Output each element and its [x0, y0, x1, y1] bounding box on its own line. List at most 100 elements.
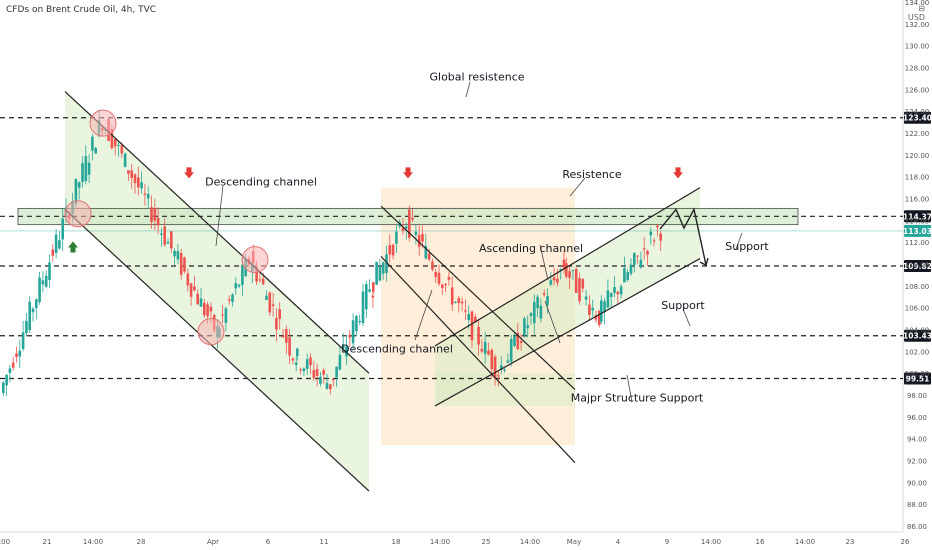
annotation-leader-6	[414, 289, 433, 341]
y-tick-label-15: 116.00	[905, 196, 930, 204]
candle-body	[358, 320, 361, 323]
candle-body	[31, 308, 35, 313]
candle-body	[506, 360, 510, 363]
candle-body	[434, 272, 437, 277]
channel-3-upper-line	[434, 187, 701, 347]
candle-body	[516, 333, 520, 350]
chart-title: CFDs on Brent Crude Oil, 4h, TVC	[6, 5, 157, 15]
level-label-0: 123.40	[903, 114, 932, 123]
candle-body	[166, 241, 170, 244]
annotation-label-2: Resistence	[562, 168, 622, 181]
candle-body	[441, 284, 444, 288]
annotation-label-4: Support	[725, 240, 769, 253]
candle-body	[417, 235, 421, 247]
candle-body	[113, 138, 117, 147]
candle-body	[94, 147, 97, 154]
candle-body	[2, 382, 5, 394]
candle-body	[199, 298, 203, 307]
candle-body	[513, 335, 516, 346]
candle-body	[519, 341, 523, 343]
candle-body	[606, 290, 610, 308]
currency-code: USD	[907, 13, 925, 22]
projection-path	[659, 207, 707, 266]
candle-body	[120, 145, 124, 154]
candle-body	[483, 341, 487, 354]
candle-body	[552, 277, 556, 281]
candle-body	[629, 264, 633, 274]
x-tick-label-2: 14:00	[83, 538, 103, 546]
candle-body	[578, 278, 581, 302]
annotation-leader-1	[215, 185, 224, 247]
candle-body	[325, 382, 329, 389]
candle-body	[302, 368, 306, 372]
y-tick-label-7: 100.00	[905, 370, 930, 378]
y-tick-label-13: 112.00	[905, 239, 930, 247]
annotation-label-6: Descending channel	[341, 342, 453, 355]
candle-body	[288, 337, 291, 356]
candle-body	[372, 282, 375, 292]
candle-body	[127, 170, 130, 174]
x-tick-label-15: 16	[756, 538, 765, 546]
channel-1-lower-line	[64, 208, 370, 492]
candle-body	[309, 357, 312, 366]
candle-body	[18, 350, 22, 357]
candle-body	[639, 259, 643, 268]
candle-body	[291, 358, 295, 361]
candle-body	[179, 252, 183, 275]
annotation-label-3: Ascending channel	[479, 242, 583, 255]
candle-body	[163, 226, 166, 245]
candle-body	[278, 309, 281, 319]
y-tick-label-4: 94.00	[907, 436, 927, 444]
level-tag-4	[904, 372, 931, 385]
annotation-leader-2	[569, 177, 586, 197]
candle-body	[594, 315, 598, 320]
candle-body	[203, 302, 206, 316]
y-tick-label-20: 126.00	[905, 86, 930, 94]
channel-3-lower-line	[434, 258, 701, 407]
candle-body	[598, 310, 601, 325]
candle-body	[341, 344, 345, 349]
candle-body	[652, 240, 656, 242]
candle-body	[335, 366, 338, 378]
candle-body	[186, 273, 190, 286]
candle-body	[388, 245, 392, 255]
candle-body	[296, 348, 299, 357]
y-tick-label-2: 90.00	[907, 479, 927, 487]
candle-body	[636, 255, 639, 257]
highlight-circle-2	[241, 246, 269, 274]
candle-body	[299, 369, 302, 371]
candle-body	[227, 299, 231, 301]
level-tag-2	[904, 259, 931, 272]
candle-body	[176, 251, 180, 260]
candle-body	[467, 314, 470, 321]
annotation-label-0: Global resistence	[429, 71, 524, 84]
candle-body	[361, 291, 365, 324]
x-tick-label-5: 6	[266, 538, 271, 546]
candle-body	[11, 362, 15, 368]
candle-body	[237, 284, 241, 287]
last-price-tag	[904, 224, 931, 237]
candle-body	[294, 362, 298, 365]
candle-body	[424, 245, 428, 259]
x-tick-label-17: 23	[846, 538, 855, 546]
level-tag-1	[904, 210, 931, 223]
annotation-leader-4	[735, 232, 743, 250]
candle-body	[234, 283, 238, 289]
candle-body	[38, 277, 41, 302]
candle-body	[487, 350, 490, 355]
candle-body	[84, 156, 88, 182]
candle-body	[196, 293, 199, 305]
candle-body	[470, 311, 474, 341]
candle-body	[408, 209, 411, 238]
annotation-leader-3	[539, 244, 549, 281]
currency-menu-icon[interactable]: ⊟	[918, 4, 925, 13]
x-tick-label-10: 14:00	[520, 538, 540, 546]
candle-body	[591, 307, 594, 311]
candle-body	[562, 259, 566, 269]
candle-body	[378, 266, 382, 281]
channel-2-upper-line	[380, 205, 576, 390]
candle-body	[365, 284, 368, 310]
y-tick-label-8: 102.00	[905, 348, 930, 356]
candle-body	[581, 279, 585, 289]
